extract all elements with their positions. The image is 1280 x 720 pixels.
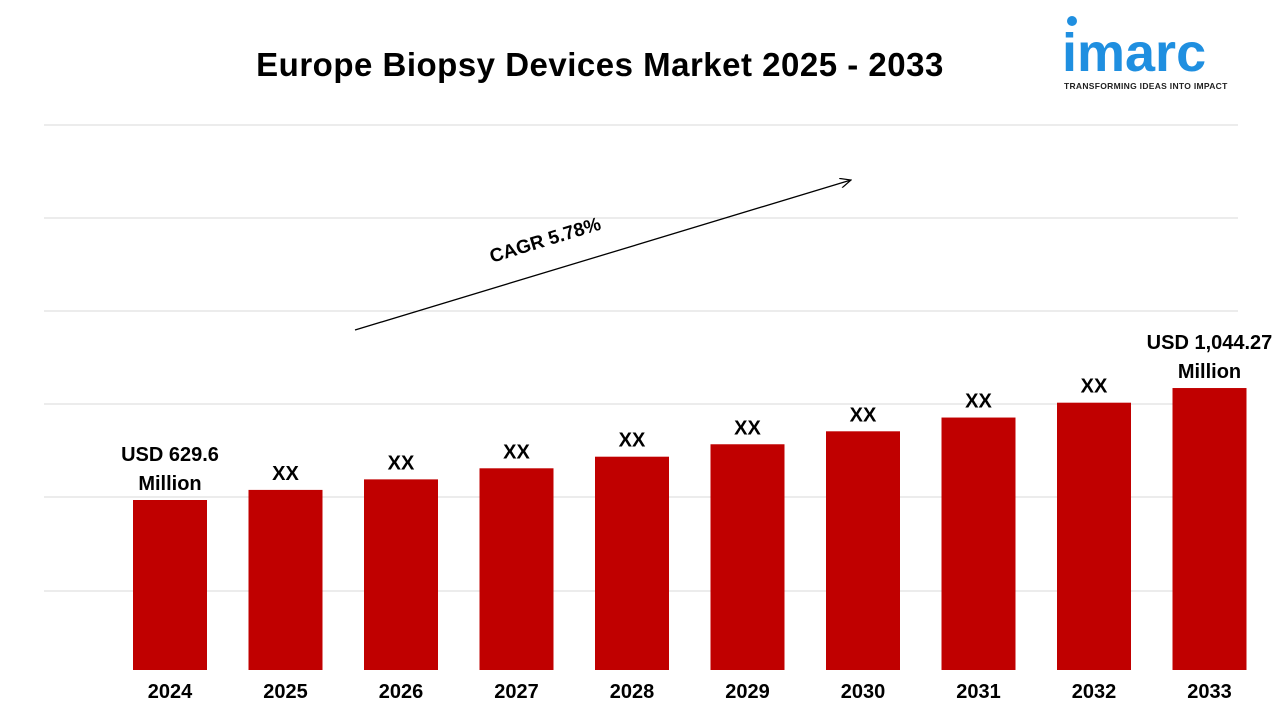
data-label-2027: XX (503, 441, 530, 463)
x-tick-label: 2027 (494, 681, 539, 703)
data-label-2033: Million (1178, 361, 1241, 383)
data-label-2024: Million (138, 473, 201, 495)
data-label-2025: XX (272, 463, 299, 485)
data-label-2030: XX (850, 404, 877, 426)
x-tick-label: 2030 (841, 681, 886, 703)
bar-2024 (133, 500, 207, 670)
logo-tagline: TRANSFORMING IDEAS INTO IMPACT (1064, 81, 1228, 91)
data-label-2024: USD 629.6 (121, 444, 219, 466)
bar-2033 (1172, 388, 1247, 670)
x-tick-label: 2033 (1187, 681, 1232, 703)
data-label-2033: USD 1,044.27 (1147, 332, 1273, 354)
logo-wordmark: imarc (1062, 23, 1207, 83)
data-label-2029: XX (734, 417, 761, 439)
bar-2028 (595, 456, 669, 670)
bar-2032 (1057, 402, 1131, 670)
bar-2029 (710, 444, 785, 670)
data-label-2028: XX (619, 430, 646, 452)
logo-dot-icon (1067, 16, 1077, 26)
x-tick-label: 2028 (610, 681, 655, 703)
cagr-arrow (354, 180, 851, 331)
bar-2025 (248, 489, 323, 670)
cagr-annotation: CAGR 5.78% (354, 180, 851, 331)
x-tick-label: 2024 (148, 681, 193, 703)
bar-2027 (479, 468, 554, 670)
data-label-2032: XX (1081, 376, 1108, 398)
bar-2030 (826, 431, 900, 670)
bar-2031 (941, 417, 1016, 670)
x-tick-label: 2031 (956, 681, 1001, 703)
chart-title: Europe Biopsy Devices Market 2025 - 2033 (256, 46, 944, 83)
imarc-logo: imarc TRANSFORMING IDEAS INTO IMPACT (1062, 14, 1252, 94)
bar-2026 (364, 479, 438, 670)
data-label-2031: XX (965, 391, 992, 413)
bars (133, 388, 1247, 670)
data-labels: USD 629.6 Million XX XX XX XX XX XX XX XX USD 1,04… (121, 332, 1272, 495)
x-tick-label: 2029 (725, 681, 770, 703)
x-tick-label: 2032 (1072, 681, 1117, 703)
x-tick-labels: 2024 2025 2026 2027 2028 2029 2030 2031 2032 2033 (148, 681, 1232, 703)
x-tick-label: 2025 (263, 681, 308, 703)
data-label-2026: XX (388, 452, 415, 474)
x-tick-label: 2026 (379, 681, 424, 703)
